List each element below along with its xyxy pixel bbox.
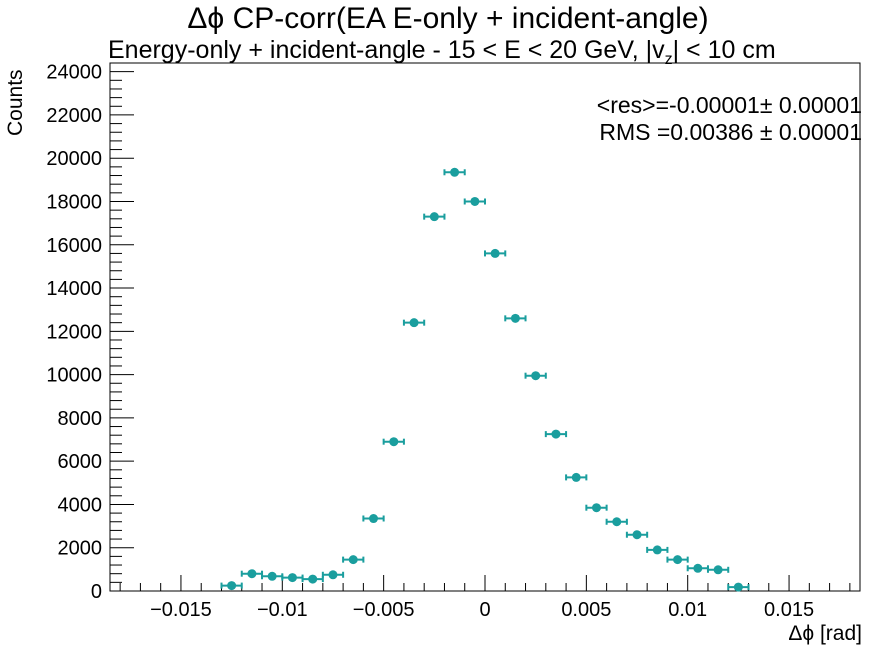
y-tick-label: 0 [91, 581, 102, 603]
data-point [301, 574, 324, 584]
data-point [585, 503, 608, 513]
x-tick-label: −0.01 [257, 599, 308, 621]
x-tick-label: 0.015 [764, 599, 814, 621]
y-tick-label: 8000 [58, 408, 103, 430]
y-tick-label: 20000 [46, 148, 102, 170]
data-marker [612, 517, 622, 527]
data-marker [713, 565, 723, 575]
data-marker [470, 196, 480, 206]
data-point [544, 429, 568, 439]
data-marker [247, 569, 257, 579]
x-tick-label: −0.005 [353, 599, 415, 621]
data-marker [429, 212, 439, 222]
x-axis: −0.015 −0.01 −0.005 0 0.005 0.01 0.015 [119, 575, 851, 621]
data-point [686, 563, 709, 573]
data-point [524, 371, 547, 381]
data-marker [733, 582, 743, 592]
data-marker [510, 313, 520, 323]
x-tick-label: 0.01 [668, 599, 707, 621]
data-marker [308, 574, 318, 584]
y-tick-label: 12000 [46, 321, 102, 343]
y-axis: 0 2000 4000 6000 8000 10000 12000 14000 16000 180… [46, 62, 134, 603]
data-point [362, 514, 385, 524]
y-tick-label: 4000 [58, 494, 103, 516]
data-marker [348, 555, 358, 565]
data-marker [227, 581, 237, 591]
data-point [625, 530, 649, 540]
y-tick-label: 18000 [46, 191, 102, 213]
data-marker [369, 514, 379, 524]
data-point [220, 581, 243, 591]
data-marker [409, 318, 419, 328]
data-marker [328, 570, 338, 580]
data-marker [673, 555, 683, 565]
y-tick-label: 22000 [46, 105, 102, 127]
data-marker [652, 545, 662, 555]
stat-mean: <res>=-0.00001± 0.00001 [596, 92, 862, 118]
data-point [484, 248, 507, 258]
data-marker [531, 371, 541, 381]
chart-title: Δϕ CP-corr(EA E-only + incident-angle) [187, 2, 709, 35]
chart-subtitle: Energy-only + incident-angle - 15 < E < … [108, 36, 776, 68]
y-tick-label: 10000 [46, 365, 102, 387]
data-point [646, 545, 669, 555]
data-point [706, 565, 730, 575]
x-tick-label: −0.015 [150, 599, 212, 621]
data-point [321, 570, 345, 580]
data-marker [632, 530, 642, 540]
data-marker [490, 248, 500, 258]
data-point [240, 569, 264, 579]
data-marker [693, 563, 703, 573]
data-point [261, 571, 284, 581]
y-tick-label: 24000 [46, 62, 102, 84]
data-point [565, 472, 588, 482]
data-point [281, 573, 304, 583]
x-axis-label: Δϕ [rad] [788, 622, 862, 645]
y-tick-label: 16000 [46, 235, 102, 257]
y-axis-label: Counts [4, 69, 27, 136]
data-point [727, 582, 750, 592]
data-point [463, 196, 486, 206]
data-marker [551, 429, 561, 439]
x-tick-label: 0.005 [561, 599, 611, 621]
data-marker [389, 437, 399, 447]
data-marker [571, 472, 581, 482]
data-point [382, 437, 405, 447]
data-point [342, 555, 365, 565]
data-point [443, 167, 466, 177]
data-marker [267, 571, 277, 581]
data-point [605, 517, 628, 527]
data-marker [287, 573, 297, 583]
stat-rms: RMS =0.00386 ± 0.00001 [599, 119, 862, 145]
x-tick-label: 0 [479, 599, 490, 621]
data-point [402, 318, 426, 328]
data-marker [450, 167, 460, 177]
data-point [666, 555, 689, 565]
y-tick-label: 6000 [58, 451, 103, 473]
data-point [504, 313, 527, 323]
data-point [423, 212, 446, 222]
y-tick-label: 2000 [58, 538, 103, 560]
data-points [220, 167, 750, 592]
data-marker [591, 503, 601, 513]
y-tick-label: 14000 [46, 278, 102, 300]
